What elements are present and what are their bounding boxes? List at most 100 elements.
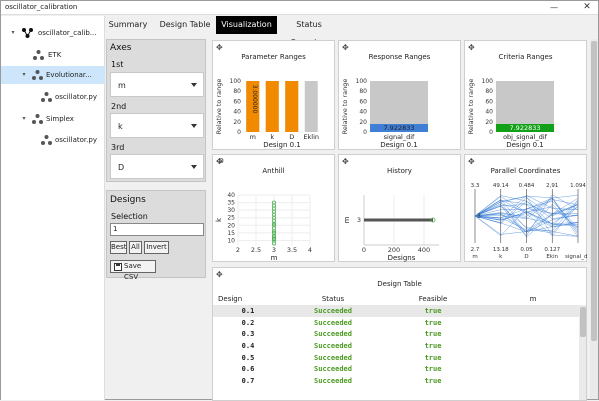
scrollbar-thumb[interactable]: [591, 41, 597, 341]
move-handle-icon[interactable]: ✥: [216, 157, 223, 166]
cell-status: Succeeded: [314, 330, 352, 339]
y-tick-label: 80: [233, 88, 241, 95]
y-tick-label: 80: [359, 88, 367, 95]
all-button[interactable]: All: [129, 241, 142, 254]
chart-title: Anthill: [262, 167, 285, 175]
second-axis-select[interactable]: k: [110, 113, 204, 138]
y-tick-label: 60: [485, 98, 493, 105]
table-row[interactable]: 0.2 Succeeded true: [213, 317, 583, 329]
response-ranges-chart: Relative to range 0 20 40 60 80 100 signal_dif7…: [341, 78, 428, 149]
y-tick-label: 3: [357, 216, 361, 224]
close-button[interactable]: ✕: [583, 2, 591, 12]
cell-feasible: true: [424, 341, 442, 350]
cell-design: 0.3: [241, 330, 255, 339]
tree-item-label: oscillator.py: [55, 136, 97, 144]
tab-design-table[interactable]: Design Table: [159, 20, 211, 29]
chart-title: Parallel Coordinates: [490, 167, 561, 175]
table-row[interactable]: 0.6 Succeeded true: [213, 363, 583, 375]
tree-item-label: oscillator_calib...: [38, 29, 97, 37]
y-tick-label: 40: [485, 109, 493, 116]
table-row[interactable]: 0.1 Succeeded true: [213, 305, 583, 317]
move-handle-icon[interactable]: ✥: [468, 157, 475, 166]
axis-max-label: 3.3: [471, 183, 480, 189]
y-axis-label: Relative to range: [467, 79, 475, 135]
y-tick-label: 40: [359, 109, 367, 116]
selection-input[interactable]: 1: [110, 223, 204, 236]
move-handle-icon[interactable]: ✥: [216, 270, 223, 279]
y-tick-label: 30: [227, 207, 235, 214]
tab-status-overview[interactable]: Status Overview: [290, 20, 328, 47]
expand-arrow-icon[interactable]: ▾: [11, 29, 15, 36]
expand-arrow-icon[interactable]: ▾: [22, 71, 26, 78]
tab-visualization[interactable]: Visualization: [216, 16, 277, 34]
table-row[interactable]: 0.7 Succeeded true: [213, 375, 583, 387]
cell-design: 0.6: [241, 365, 255, 374]
column-header-m[interactable]: m: [529, 294, 537, 303]
y-axis-label: Relative to range: [341, 79, 349, 135]
table-row[interactable]: 0.4 Succeeded true: [213, 340, 583, 352]
tree-item-label: Simplex: [46, 115, 74, 123]
title-bar: oscillator_calibration — ✕: [1, 1, 598, 15]
tree-item-project[interactable]: ▾ oscillator_calib...: [1, 24, 105, 42]
save-csv-button[interactable]: Save CSV: [110, 260, 156, 281]
best-button[interactable]: Best: [110, 241, 127, 254]
move-handle-icon[interactable]: ✥: [342, 157, 349, 166]
save-csv-label: Save CSV: [124, 262, 142, 281]
tab-bar: Summary Design Table Visualization Statu…: [105, 16, 598, 47]
criteria-ranges-chart: Relative to range 0 20 40 60 80 100 obj_signal_…: [467, 78, 554, 149]
chevron-down-icon: [191, 165, 197, 169]
tree-item-etk[interactable]: ETK: [1, 46, 105, 64]
chart-title: Parameter Ranges: [241, 53, 306, 61]
tree-item-evolutionary[interactable]: ▾ Evolutionar...: [1, 66, 105, 84]
table-scrollbar[interactable]: [579, 305, 586, 400]
chart-title: History: [387, 167, 412, 175]
y-tick-label: 20: [485, 119, 493, 126]
expand-arrow-icon[interactable]: ▾: [22, 115, 26, 122]
column-header-design[interactable]: Design: [218, 294, 243, 303]
x-tick-label: m: [250, 133, 256, 141]
third-axis-select[interactable]: D: [110, 154, 204, 179]
scrollbar-thumb[interactable]: [580, 307, 586, 337]
axis-max-label: 2,91: [546, 183, 558, 189]
table-row[interactable]: 0.3 Succeeded true: [213, 328, 583, 340]
y-tick-label: 60: [233, 98, 241, 105]
invert-button[interactable]: Invert: [144, 241, 169, 254]
tree-item-simplex[interactable]: ▾ Simplex: [1, 110, 105, 128]
x-axis-label: Design 0.1: [263, 141, 301, 149]
y-tick-label: 40: [233, 109, 241, 116]
y-tick-label: 60: [359, 98, 367, 105]
axis-name-label: m: [472, 254, 477, 260]
cell-feasible: true: [424, 318, 442, 327]
node-icon: [33, 50, 44, 60]
axis-max-label: 49.14: [493, 183, 509, 189]
move-handle-icon[interactable]: ✥: [468, 43, 475, 52]
design-table-card: ✥ Design Table Design Status Feasible m …: [212, 267, 587, 401]
cell-m: [483, 363, 583, 375]
cell-design: 0.7: [241, 376, 255, 385]
move-handle-icon[interactable]: ✥: [216, 43, 223, 52]
main-scrollbar[interactable]: [590, 39, 598, 399]
cell-feasible: true: [383, 305, 483, 317]
x-axis-label: Design 0.1: [380, 141, 418, 149]
move-handle-icon[interactable]: ✥: [342, 43, 349, 52]
cell-status: Succeeded: [314, 376, 352, 385]
y-tick-label: 35: [227, 200, 235, 207]
first-axis-select[interactable]: m: [110, 72, 204, 97]
tab-summary[interactable]: Summary: [108, 20, 148, 29]
column-header-status[interactable]: Status: [321, 294, 345, 303]
table-row[interactable]: 0.5 Succeeded true: [213, 352, 583, 364]
chart-title: Criteria Ranges: [498, 53, 553, 61]
designs-panel: Designs Selection 1 Best All Invert Save…: [106, 190, 206, 281]
minimize-button[interactable]: —: [550, 3, 558, 12]
cell-m: [483, 352, 583, 364]
scatter-point: [272, 200, 277, 205]
node-icon: [32, 70, 43, 80]
tree-item-label: oscillator.py: [55, 93, 97, 101]
scatter-point: [272, 235, 277, 240]
cell-status: Succeeded: [314, 341, 352, 350]
tree-item-oscillator-py[interactable]: oscillator.py: [1, 88, 105, 106]
column-header-feasible[interactable]: Feasible: [418, 294, 448, 303]
tree-item-oscillator-py[interactable]: oscillator.py: [1, 131, 105, 149]
y-axis-label: m: [343, 216, 351, 223]
